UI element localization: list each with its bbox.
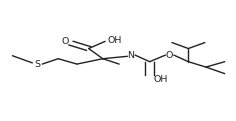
Text: O: O bbox=[166, 51, 173, 60]
Text: O: O bbox=[62, 38, 69, 46]
Text: N: N bbox=[127, 51, 135, 60]
Text: S: S bbox=[34, 60, 40, 69]
Text: OH: OH bbox=[153, 75, 168, 83]
Text: OH: OH bbox=[107, 36, 122, 45]
